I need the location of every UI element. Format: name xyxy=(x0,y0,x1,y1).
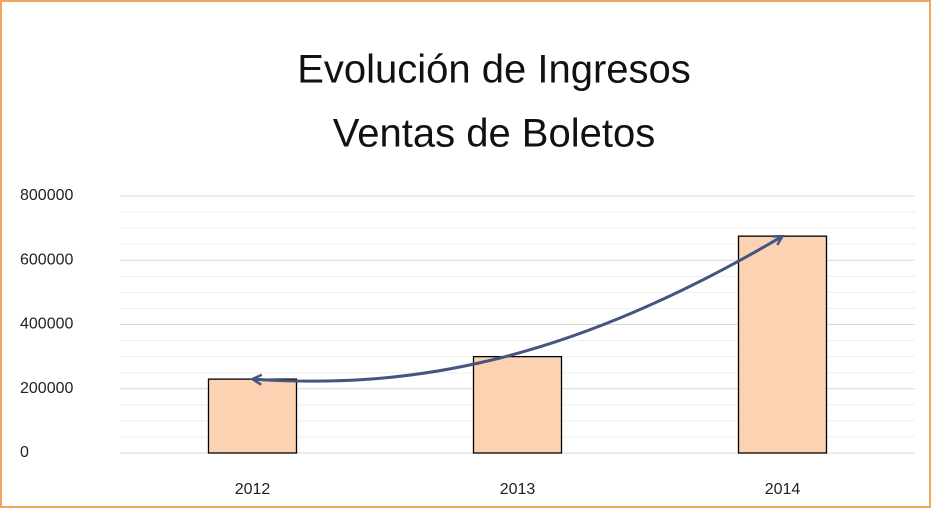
y-tick-label: 200000 xyxy=(20,380,73,397)
chart-title: Evolución de Ingresos xyxy=(297,48,691,92)
trend-arrow xyxy=(253,236,783,381)
x-tick-label: 2014 xyxy=(765,481,801,498)
bar xyxy=(472,355,563,454)
x-tick-label: 2013 xyxy=(500,481,536,498)
bar xyxy=(207,378,298,454)
x-tick-label: 2012 xyxy=(235,481,271,498)
y-tick-label: 800000 xyxy=(20,187,73,204)
y-tick-label: 600000 xyxy=(20,251,73,268)
bar xyxy=(737,235,828,454)
chart-title: Ventas de Boletos xyxy=(333,112,655,156)
y-tick-label: 400000 xyxy=(20,316,73,333)
y-tick-label: 0 xyxy=(20,444,29,461)
